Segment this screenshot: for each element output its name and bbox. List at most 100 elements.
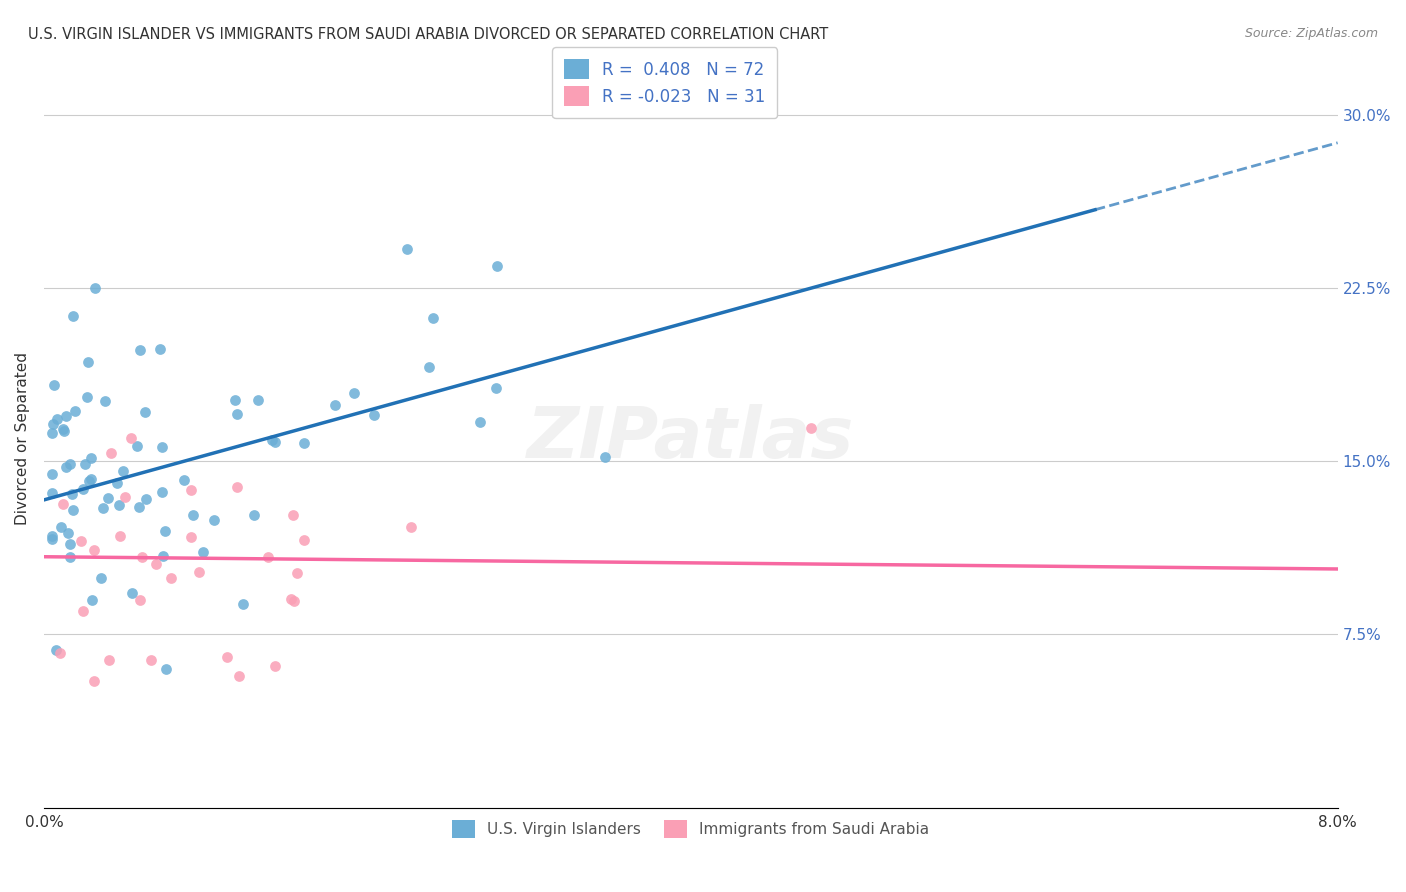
Point [180, 483, 202, 498]
Point [98, 653, 121, 667]
Point [108, 499, 131, 513]
Point [80, 472, 103, 486]
Point [72, 482, 94, 496]
Point [173, 473, 195, 487]
Point [257, 549, 280, 564]
Point [193, 545, 215, 559]
Point [80, 450, 103, 465]
Point [41, 467, 63, 481]
Point [145, 558, 167, 572]
Point [46, 411, 69, 425]
Text: U.S. VIRGIN ISLANDER VS IMMIGRANTS FROM SAUDI ARABIA DIVORCED OR SEPARATED CORRE: U.S. VIRGIN ISLANDER VS IMMIGRANTS FROM … [28, 27, 828, 42]
Point [128, 500, 150, 515]
Point [160, 571, 183, 585]
Point [152, 549, 174, 563]
Point [83, 281, 105, 295]
Point [155, 662, 177, 676]
Point [485, 381, 508, 395]
Point [422, 310, 444, 325]
Point [52, 424, 75, 438]
Text: Source: ZipAtlas.com: Source: ZipAtlas.com [1244, 27, 1378, 40]
Point [188, 565, 211, 579]
Legend: U.S. Virgin Islanders, Immigrants from Saudi Arabia: U.S. Virgin Islanders, Immigrants from S… [446, 814, 935, 845]
Point [49, 646, 72, 660]
Point [134, 405, 156, 419]
Point [468, 415, 491, 429]
Point [76, 390, 98, 404]
Point [180, 530, 202, 544]
Point [77, 474, 100, 488]
Point [181, 508, 204, 522]
Point [262, 433, 284, 447]
Point [228, 669, 250, 683]
Point [217, 649, 239, 664]
Point [281, 508, 304, 522]
Point [62, 502, 84, 516]
Point [45, 643, 67, 657]
Point [292, 533, 315, 547]
Point [120, 431, 142, 445]
Point [292, 436, 315, 450]
Point [70, 534, 93, 549]
Point [800, 420, 823, 434]
Point [72, 604, 94, 618]
Point [100, 446, 122, 460]
Point [55, 460, 77, 475]
Point [105, 475, 128, 490]
Point [83, 542, 105, 557]
Point [395, 242, 418, 256]
Point [280, 592, 302, 607]
Point [114, 491, 136, 505]
Point [42, 377, 65, 392]
Point [264, 659, 287, 673]
Point [62, 310, 84, 324]
Point [202, 513, 225, 527]
Point [73, 458, 96, 472]
Point [129, 592, 152, 607]
Point [82, 593, 104, 607]
Point [60, 487, 83, 501]
Point [139, 653, 162, 667]
Point [108, 529, 131, 543]
Point [150, 485, 173, 500]
Point [323, 399, 346, 413]
Text: ZIPatlas: ZIPatlas [527, 404, 855, 473]
Point [264, 434, 287, 449]
Point [59, 549, 82, 564]
Point [121, 586, 143, 600]
Point [401, 519, 423, 533]
Point [93, 393, 115, 408]
Point [41, 529, 63, 543]
Point [242, 508, 264, 522]
Point [52, 422, 75, 436]
Point [226, 480, 249, 494]
Point [91, 500, 114, 515]
Point [41, 533, 63, 547]
Point [59, 537, 82, 551]
Point [486, 259, 509, 273]
Point [593, 450, 616, 465]
Point [41, 417, 63, 432]
Point [52, 497, 75, 511]
Point [232, 597, 254, 611]
Point [41, 486, 63, 500]
Point [96, 491, 118, 505]
Point [343, 386, 366, 401]
Point [150, 440, 173, 454]
Point [59, 457, 82, 471]
Point [127, 438, 149, 452]
Point [41, 425, 63, 440]
Point [63, 404, 86, 418]
Point [226, 407, 249, 421]
Point [363, 408, 385, 422]
Point [153, 524, 176, 539]
Point [111, 464, 134, 478]
Point [285, 566, 308, 580]
Point [131, 549, 153, 564]
Point [129, 343, 152, 357]
Point [83, 673, 105, 688]
Point [56, 526, 79, 541]
Point [135, 492, 157, 507]
Point [90, 571, 112, 585]
Point [224, 392, 246, 407]
